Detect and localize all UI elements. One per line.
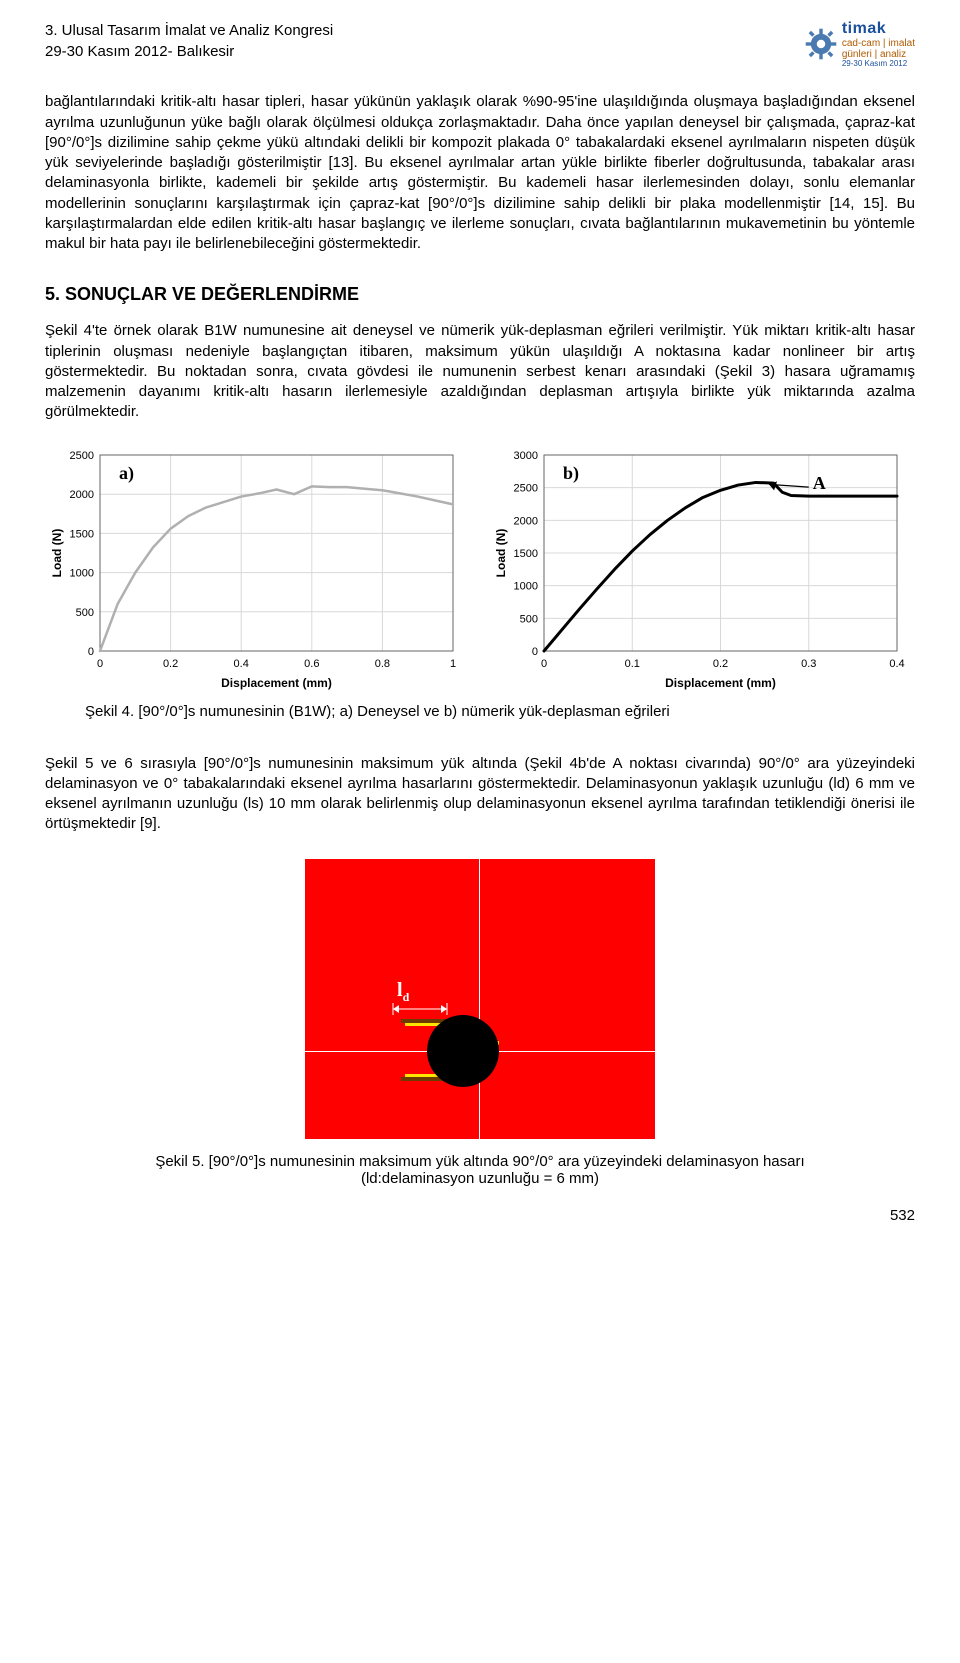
svg-text:0.4: 0.4 (234, 658, 249, 670)
svg-text:2000: 2000 (514, 515, 538, 527)
chart-a: a) 0 500 1000 1500 2000 2500 0 0.2 0.4 0.6 0.8 1 Dis… (45, 441, 471, 691)
chart-a-panel-letter: a) (119, 463, 134, 484)
svg-text:Load (N): Load (N) (50, 528, 64, 577)
svg-text:1000: 1000 (514, 580, 538, 592)
svg-text:2500: 2500 (70, 450, 94, 462)
paragraph-1: bağlantılarındaki kritik-altı hasar tipl… (45, 92, 915, 254)
chart-b: b) A 05001000150020002500300000.10.20.30… (489, 441, 915, 691)
figure-4-caption: Şekil 4. [90°/0°]s numunesinin (B1W); a)… (85, 703, 915, 720)
chart-a-plot: 0 500 1000 1500 2000 2500 0 0.2 0.4 0.6 0.8 1 Displa… (45, 441, 465, 691)
svg-text:1: 1 (450, 658, 456, 670)
congress-title: 3. Ulusal Tasarım İmalat ve Analiz Kongr… (45, 20, 333, 62)
svg-text:0: 0 (541, 658, 547, 670)
svg-text:0.4: 0.4 (889, 658, 904, 670)
paragraph-2: Şekil 4'te örnek olarak B1W numunesine a… (45, 321, 915, 422)
svg-text:0.6: 0.6 (304, 658, 319, 670)
chart-b-point-A-label: A (813, 473, 826, 494)
svg-text:500: 500 (76, 606, 94, 618)
page-header: 3. Ulusal Tasarım İmalat ve Analiz Kongr… (45, 20, 915, 68)
svg-text:0: 0 (88, 646, 94, 658)
chart-b-plot: 0 500 1000 1500 2000 2500 3000 0 0.1 0.2 0.3 0.4 Dis… (489, 441, 909, 691)
figure-5-caption-l2: (ld:delaminasyon uzunluğu = 6 mm) (45, 1170, 915, 1187)
timak-logo: timak cad-cam | imalat günleri | analiz … (804, 20, 915, 68)
svg-text:1500: 1500 (70, 528, 94, 540)
logo-sub1: cad-cam | imalat (842, 38, 915, 49)
logo-sub2: günleri | analiz (842, 49, 915, 60)
svg-text:0.1: 0.1 (625, 658, 640, 670)
header-line-2: 29-30 Kasım 2012- Balıkesir (45, 41, 333, 62)
gear-icon (804, 27, 838, 61)
svg-text:1500: 1500 (514, 548, 538, 560)
logo-text: timak cad-cam | imalat günleri | analiz … (842, 20, 915, 68)
svg-text:Displacement (mm): Displacement (mm) (221, 676, 332, 690)
figure-5-caption-l1: Şekil 5. [90°/0°]s numunesinin maksimum … (45, 1153, 915, 1170)
svg-text:0: 0 (532, 646, 538, 658)
svg-text:0.2: 0.2 (163, 658, 178, 670)
paragraph-3: Şekil 5 ve 6 sırasıyla [90°/0°]s numunes… (45, 754, 915, 835)
svg-text:Load (N): Load (N) (494, 528, 508, 577)
fig5-delamination-overlay (305, 859, 655, 1139)
header-line-1: 3. Ulusal Tasarım İmalat ve Analiz Kongr… (45, 20, 333, 41)
svg-text:2500: 2500 (514, 482, 538, 494)
fig5-hole (427, 1015, 499, 1087)
svg-text:0: 0 (97, 658, 103, 670)
chart-b-panel-letter: b) (563, 463, 579, 484)
logo-brand: timak (842, 20, 915, 38)
figure-4-charts: a) 0 500 1000 1500 2000 2500 0 0.2 0.4 0.6 0.8 1 Dis… (45, 441, 915, 691)
fig5-ld-arrow-icon (389, 1001, 451, 1017)
svg-text:Displacement (mm): Displacement (mm) (665, 676, 776, 690)
svg-text:3000: 3000 (514, 450, 538, 462)
svg-text:0.8: 0.8 (375, 658, 390, 670)
svg-text:1000: 1000 (70, 567, 94, 579)
section-heading: 5. SONUÇLAR VE DEĞERLENDİRME (45, 284, 915, 305)
page-number: 532 (45, 1207, 915, 1224)
svg-text:0.2: 0.2 (713, 658, 728, 670)
figure-5: ld (305, 859, 655, 1139)
logo-sub3: 29-30 Kasım 2012 (842, 60, 915, 69)
svg-text:2000: 2000 (70, 489, 94, 501)
svg-text:500: 500 (520, 613, 538, 625)
svg-text:0.3: 0.3 (801, 658, 816, 670)
